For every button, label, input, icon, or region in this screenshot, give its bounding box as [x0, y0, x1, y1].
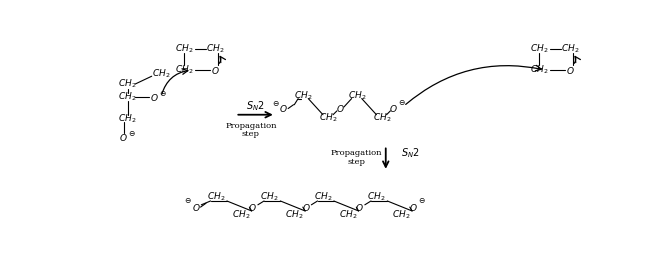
Text: step: step — [347, 158, 365, 166]
Text: $CH_2$: $CH_2$ — [348, 89, 366, 102]
Text: $\ominus$: $\ominus$ — [128, 129, 136, 138]
Text: $\ominus$: $\ominus$ — [418, 196, 426, 205]
Text: $\ominus$: $\ominus$ — [272, 99, 279, 108]
Text: $CH_2$: $CH_2$ — [118, 78, 137, 90]
Text: $O$: $O$ — [248, 202, 257, 213]
Text: $\ominus$: $\ominus$ — [398, 98, 406, 107]
Text: $O$: $O$ — [335, 103, 345, 114]
Text: $CH_2$: $CH_2$ — [206, 42, 224, 55]
Text: $O$: $O$ — [120, 132, 128, 143]
Text: $\ominus$: $\ominus$ — [160, 89, 167, 98]
Text: $CH_2$: $CH_2$ — [561, 42, 579, 55]
Text: $CH_2$: $CH_2$ — [339, 209, 357, 221]
Text: $O$: $O$ — [355, 202, 364, 213]
Text: $CH_2$: $CH_2$ — [530, 64, 548, 76]
Text: $O$: $O$ — [301, 202, 310, 213]
Text: $O$: $O$ — [389, 103, 398, 114]
Text: $CH_2$: $CH_2$ — [373, 112, 391, 124]
Text: $O$: $O$ — [211, 64, 220, 75]
Text: Propagation: Propagation — [225, 122, 277, 129]
Text: $O$: $O$ — [409, 202, 418, 213]
Text: Propagation: Propagation — [331, 149, 382, 157]
Text: $CH_2$: $CH_2$ — [261, 191, 279, 203]
Text: $CH_2$: $CH_2$ — [175, 64, 194, 76]
Text: $O$: $O$ — [279, 103, 288, 114]
Text: $O$: $O$ — [150, 92, 159, 103]
Text: $\ominus$: $\ominus$ — [184, 196, 192, 205]
Text: $O$: $O$ — [192, 202, 200, 213]
Text: step: step — [242, 130, 260, 138]
Text: $CH_2$: $CH_2$ — [118, 112, 137, 125]
Text: $O$: $O$ — [566, 64, 574, 75]
Text: $CH_2$: $CH_2$ — [207, 191, 225, 203]
Text: $CH_2$: $CH_2$ — [367, 191, 385, 203]
Text: $S_N2$: $S_N2$ — [401, 146, 420, 160]
Text: $CH_2$: $CH_2$ — [285, 209, 303, 221]
Text: $CH_2$: $CH_2$ — [175, 42, 194, 55]
Text: $CH_2$: $CH_2$ — [232, 209, 250, 221]
Text: $CH_2$: $CH_2$ — [152, 68, 170, 80]
Text: $S_N2$: $S_N2$ — [246, 99, 265, 113]
Text: $CH_2$: $CH_2$ — [295, 89, 313, 102]
Text: $CH_2$: $CH_2$ — [314, 191, 332, 203]
Text: $CH_2$: $CH_2$ — [530, 42, 548, 55]
Text: $CH_2$: $CH_2$ — [392, 209, 410, 221]
Text: $CH_2$: $CH_2$ — [319, 112, 337, 124]
Text: $CH_2$: $CH_2$ — [118, 91, 137, 103]
